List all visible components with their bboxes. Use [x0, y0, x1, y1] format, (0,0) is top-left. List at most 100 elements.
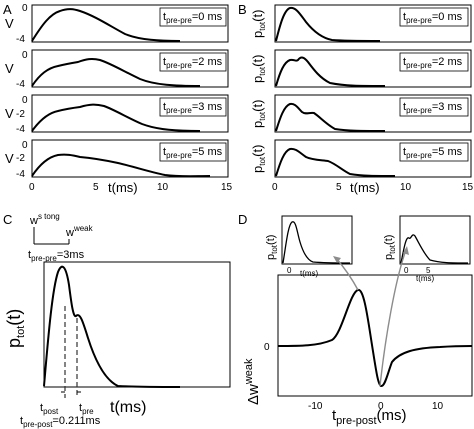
panel-a-legend-4: tpre-pre=5 ms — [159, 142, 227, 162]
ylabel-sub: tot — [15, 326, 27, 338]
panel-d-xtick-10: 10 — [432, 401, 444, 412]
legend-label: tpre-pre=0 ms — [163, 11, 223, 25]
w-strong-label: ws tong — [29, 212, 60, 227]
xlabel-t: t — [332, 407, 337, 424]
panel-b-curve-4 — [275, 147, 396, 177]
inset-left-ylabel: ptot(t) — [265, 235, 279, 260]
tprepre-val: =3ms — [57, 249, 85, 261]
panel-d-frame — [277, 274, 473, 397]
panel-b-ylabel-4: ptot(t) — [250, 145, 267, 173]
panel-d-inset-right: ptot(t) 0 5 t(ms) — [383, 215, 471, 283]
panel-a-ytick-0: 0 — [22, 95, 28, 106]
panel-c: C ws tong wweak tpre-pre=3ms ptot(t) t(m… — [3, 212, 231, 429]
inset-left-xlabel: t(ms) — [300, 269, 319, 278]
legend-sub: pre-pre — [406, 151, 432, 160]
legend-label: tpre-pre=3 ms — [163, 101, 223, 115]
ylabel-p: p — [250, 166, 265, 173]
legend-box — [399, 97, 469, 117]
w-weak-label: wweak — [65, 224, 94, 239]
panel-b-xtick-10: 10 — [400, 182, 412, 193]
panel-b-ylabel-1: ptot(t) — [250, 10, 267, 38]
legend-box — [399, 142, 469, 162]
panel-a-letter: A — [3, 2, 12, 17]
legend-box — [159, 52, 227, 72]
legend-sub: pre-pre — [166, 106, 192, 115]
legend-t: t — [163, 101, 166, 113]
panel-a-legend-1: tpre-pre=0 ms — [159, 7, 227, 27]
legend-box — [399, 52, 469, 72]
inset-left-curve — [282, 221, 351, 264]
tpre-t: t — [79, 402, 82, 414]
legend-sub: pre-pre — [166, 61, 192, 70]
legend-label: tpre-pre=2 ms — [163, 56, 223, 70]
panel-b-curve-3 — [275, 102, 386, 132]
legend-box — [159, 97, 227, 117]
w-weak: w — [65, 227, 74, 239]
ylabel-tail: (t) — [250, 55, 265, 67]
panel-a-frame-4 — [31, 139, 229, 178]
panel-a-ytick-m4: -4 — [16, 34, 25, 45]
tprepost-t: t — [20, 415, 23, 427]
panel-d-xtick-m10: -10 — [308, 401, 323, 412]
inset-left-xtick-0: 0 — [287, 266, 292, 275]
panel-a-plot-3: V 0 -2 -4 tpre-pre=3 ms — [5, 94, 229, 135]
panel-c-curve — [43, 265, 181, 388]
panel-a-legend-2: tpre-pre=2 ms — [159, 52, 227, 72]
panel-a-curve-1 — [31, 8, 181, 42]
panel-a-ytick-m4: -4 — [16, 79, 25, 90]
legend-val: =0 ms — [192, 11, 223, 23]
panel-b-xtick-0: 0 — [272, 182, 278, 193]
panel-b-plot-1: ptot(t) tpre-pre=0 ms — [250, 4, 472, 43]
legend-box — [399, 7, 469, 27]
panel-b-letter: B — [238, 2, 247, 17]
arrow-head-left — [333, 256, 341, 263]
panel-b-xtick-15: 15 — [462, 182, 474, 193]
legend-t: t — [163, 56, 166, 68]
tpost-label: tpost — [40, 402, 59, 416]
ylabel-sub: tot — [388, 244, 397, 254]
panel-a-xtick-0: 0 — [29, 182, 35, 193]
panel-a-curve-2 — [31, 57, 201, 87]
panel-d-ylabel: Δwweak — [243, 358, 262, 405]
legend-sub: pre-pre — [406, 16, 432, 25]
panel-b-ylabel-3: ptot(t) — [250, 100, 267, 128]
panel-c-frame — [43, 261, 231, 388]
w-weak-sup: weak — [73, 224, 94, 233]
legend-label: tpre-pre=3 ms — [403, 101, 463, 115]
panel-a-ylabel-2: V — [5, 61, 14, 76]
tprepost-val: =0.211ms — [52, 415, 100, 427]
panel-b-legend-4: tpre-pre=5 ms — [399, 142, 469, 162]
ylabel-p: p — [250, 121, 265, 128]
tprepost-sub: pre-post — [23, 420, 53, 429]
ylabel-sub: tot — [270, 244, 279, 254]
ylabel-p: p — [250, 76, 265, 83]
legend-t: t — [403, 101, 406, 113]
w-strong: w — [29, 215, 38, 227]
tprepre-t: t — [28, 249, 31, 261]
arrow-head-right — [403, 246, 409, 255]
panel-a-xtick-10: 10 — [157, 182, 169, 193]
legend-val: =5 ms — [192, 146, 223, 158]
tpre-sub: pre — [82, 407, 94, 416]
ylabel-sub: tot — [258, 66, 267, 76]
panel-c-xlabel: t(ms) — [110, 399, 146, 416]
panel-d-inset-left: ptot(t) 0 t(ms) — [265, 215, 353, 278]
panel-d-letter: D — [238, 212, 247, 227]
legend-t: t — [163, 11, 166, 23]
legend-val: =2 ms — [432, 56, 463, 68]
panel-d-ytick-0: 0 — [264, 342, 270, 353]
tprepre-label: tpre-pre=3ms — [28, 249, 85, 263]
ylabel-p: p — [250, 31, 265, 38]
panel-b-xlabel: t(ms) — [350, 180, 380, 195]
ylabel-tail: (t) — [250, 100, 265, 112]
panel-b-frame-4 — [274, 139, 472, 178]
legend-val: =2 ms — [192, 56, 223, 68]
panel-a-ylabel-4: V — [5, 151, 14, 166]
panel-a-xlabel: t(ms) — [108, 180, 138, 195]
panel-b-curve-1 — [275, 6, 381, 42]
legend-label: tpre-pre=5 ms — [163, 146, 223, 160]
panel-a-ytick-0: 0 — [22, 50, 28, 61]
panel-b-frame-1 — [274, 4, 472, 43]
legend-label: tpre-pre=5 ms — [403, 146, 463, 160]
